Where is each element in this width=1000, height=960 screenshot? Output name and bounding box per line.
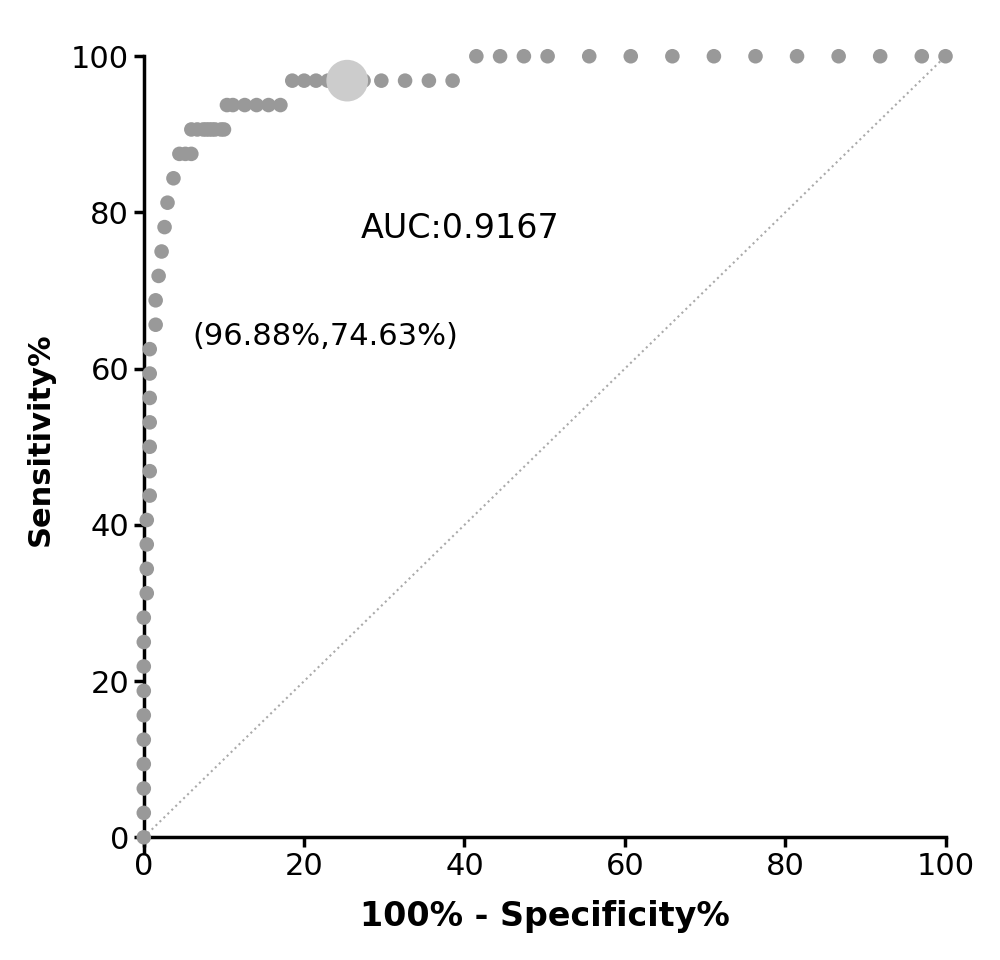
Point bbox=[142, 415, 158, 430]
Point bbox=[142, 366, 158, 381]
Point bbox=[139, 562, 155, 577]
Point bbox=[339, 73, 355, 88]
Point bbox=[664, 49, 680, 64]
Point bbox=[831, 49, 847, 64]
Point bbox=[296, 73, 312, 88]
Point bbox=[872, 49, 888, 64]
Point bbox=[198, 122, 214, 137]
Point bbox=[171, 146, 187, 161]
Point bbox=[136, 805, 152, 821]
Point bbox=[225, 97, 241, 112]
Point bbox=[136, 610, 152, 625]
Point bbox=[445, 73, 461, 88]
Point bbox=[201, 122, 217, 137]
Point bbox=[136, 829, 152, 845]
Point bbox=[581, 49, 597, 64]
Point bbox=[284, 73, 300, 88]
Point bbox=[237, 97, 253, 112]
Point bbox=[183, 146, 199, 161]
Point bbox=[142, 464, 158, 479]
Point bbox=[261, 97, 277, 112]
Point bbox=[516, 49, 532, 64]
Point bbox=[136, 708, 152, 723]
Point bbox=[136, 732, 152, 747]
Point bbox=[136, 659, 152, 674]
Point bbox=[308, 73, 324, 88]
Point bbox=[219, 97, 235, 112]
Point bbox=[136, 780, 152, 796]
Point bbox=[216, 122, 232, 137]
Point bbox=[421, 73, 437, 88]
Point bbox=[139, 513, 155, 528]
Point bbox=[272, 97, 288, 112]
Point bbox=[748, 49, 764, 64]
Point bbox=[706, 49, 722, 64]
Point bbox=[492, 49, 508, 64]
Point bbox=[249, 97, 265, 112]
Point bbox=[142, 342, 158, 357]
Point bbox=[356, 73, 372, 88]
Point bbox=[938, 49, 954, 64]
Point bbox=[207, 122, 223, 137]
Point bbox=[540, 49, 556, 64]
Text: (96.88%,74.63%): (96.88%,74.63%) bbox=[192, 322, 458, 350]
Point bbox=[332, 73, 348, 88]
Point bbox=[160, 195, 176, 210]
X-axis label: 100% - Specificity%: 100% - Specificity% bbox=[360, 900, 730, 933]
Point bbox=[177, 146, 193, 161]
Point bbox=[373, 73, 389, 88]
Point bbox=[139, 586, 155, 601]
Point bbox=[213, 122, 229, 137]
Point bbox=[136, 684, 152, 699]
Point bbox=[204, 122, 220, 137]
Text: AUC:0.9167: AUC:0.9167 bbox=[360, 212, 559, 246]
Point bbox=[142, 439, 158, 454]
Point bbox=[136, 756, 152, 772]
Point bbox=[320, 73, 336, 88]
Point bbox=[142, 391, 158, 406]
Point bbox=[789, 49, 805, 64]
Point bbox=[151, 268, 167, 283]
Point bbox=[139, 537, 155, 552]
Point bbox=[623, 49, 639, 64]
Point bbox=[148, 293, 164, 308]
Point bbox=[142, 488, 158, 503]
Point bbox=[157, 220, 173, 235]
Point bbox=[183, 122, 199, 137]
Point bbox=[339, 73, 355, 88]
Point bbox=[154, 244, 170, 259]
Point bbox=[397, 73, 413, 88]
Point bbox=[189, 122, 205, 137]
Point bbox=[468, 49, 484, 64]
Point bbox=[195, 122, 211, 137]
Point bbox=[165, 171, 181, 186]
Y-axis label: Sensitivity%: Sensitivity% bbox=[25, 332, 54, 546]
Point bbox=[136, 635, 152, 650]
Point bbox=[148, 317, 164, 332]
Point bbox=[914, 49, 930, 64]
